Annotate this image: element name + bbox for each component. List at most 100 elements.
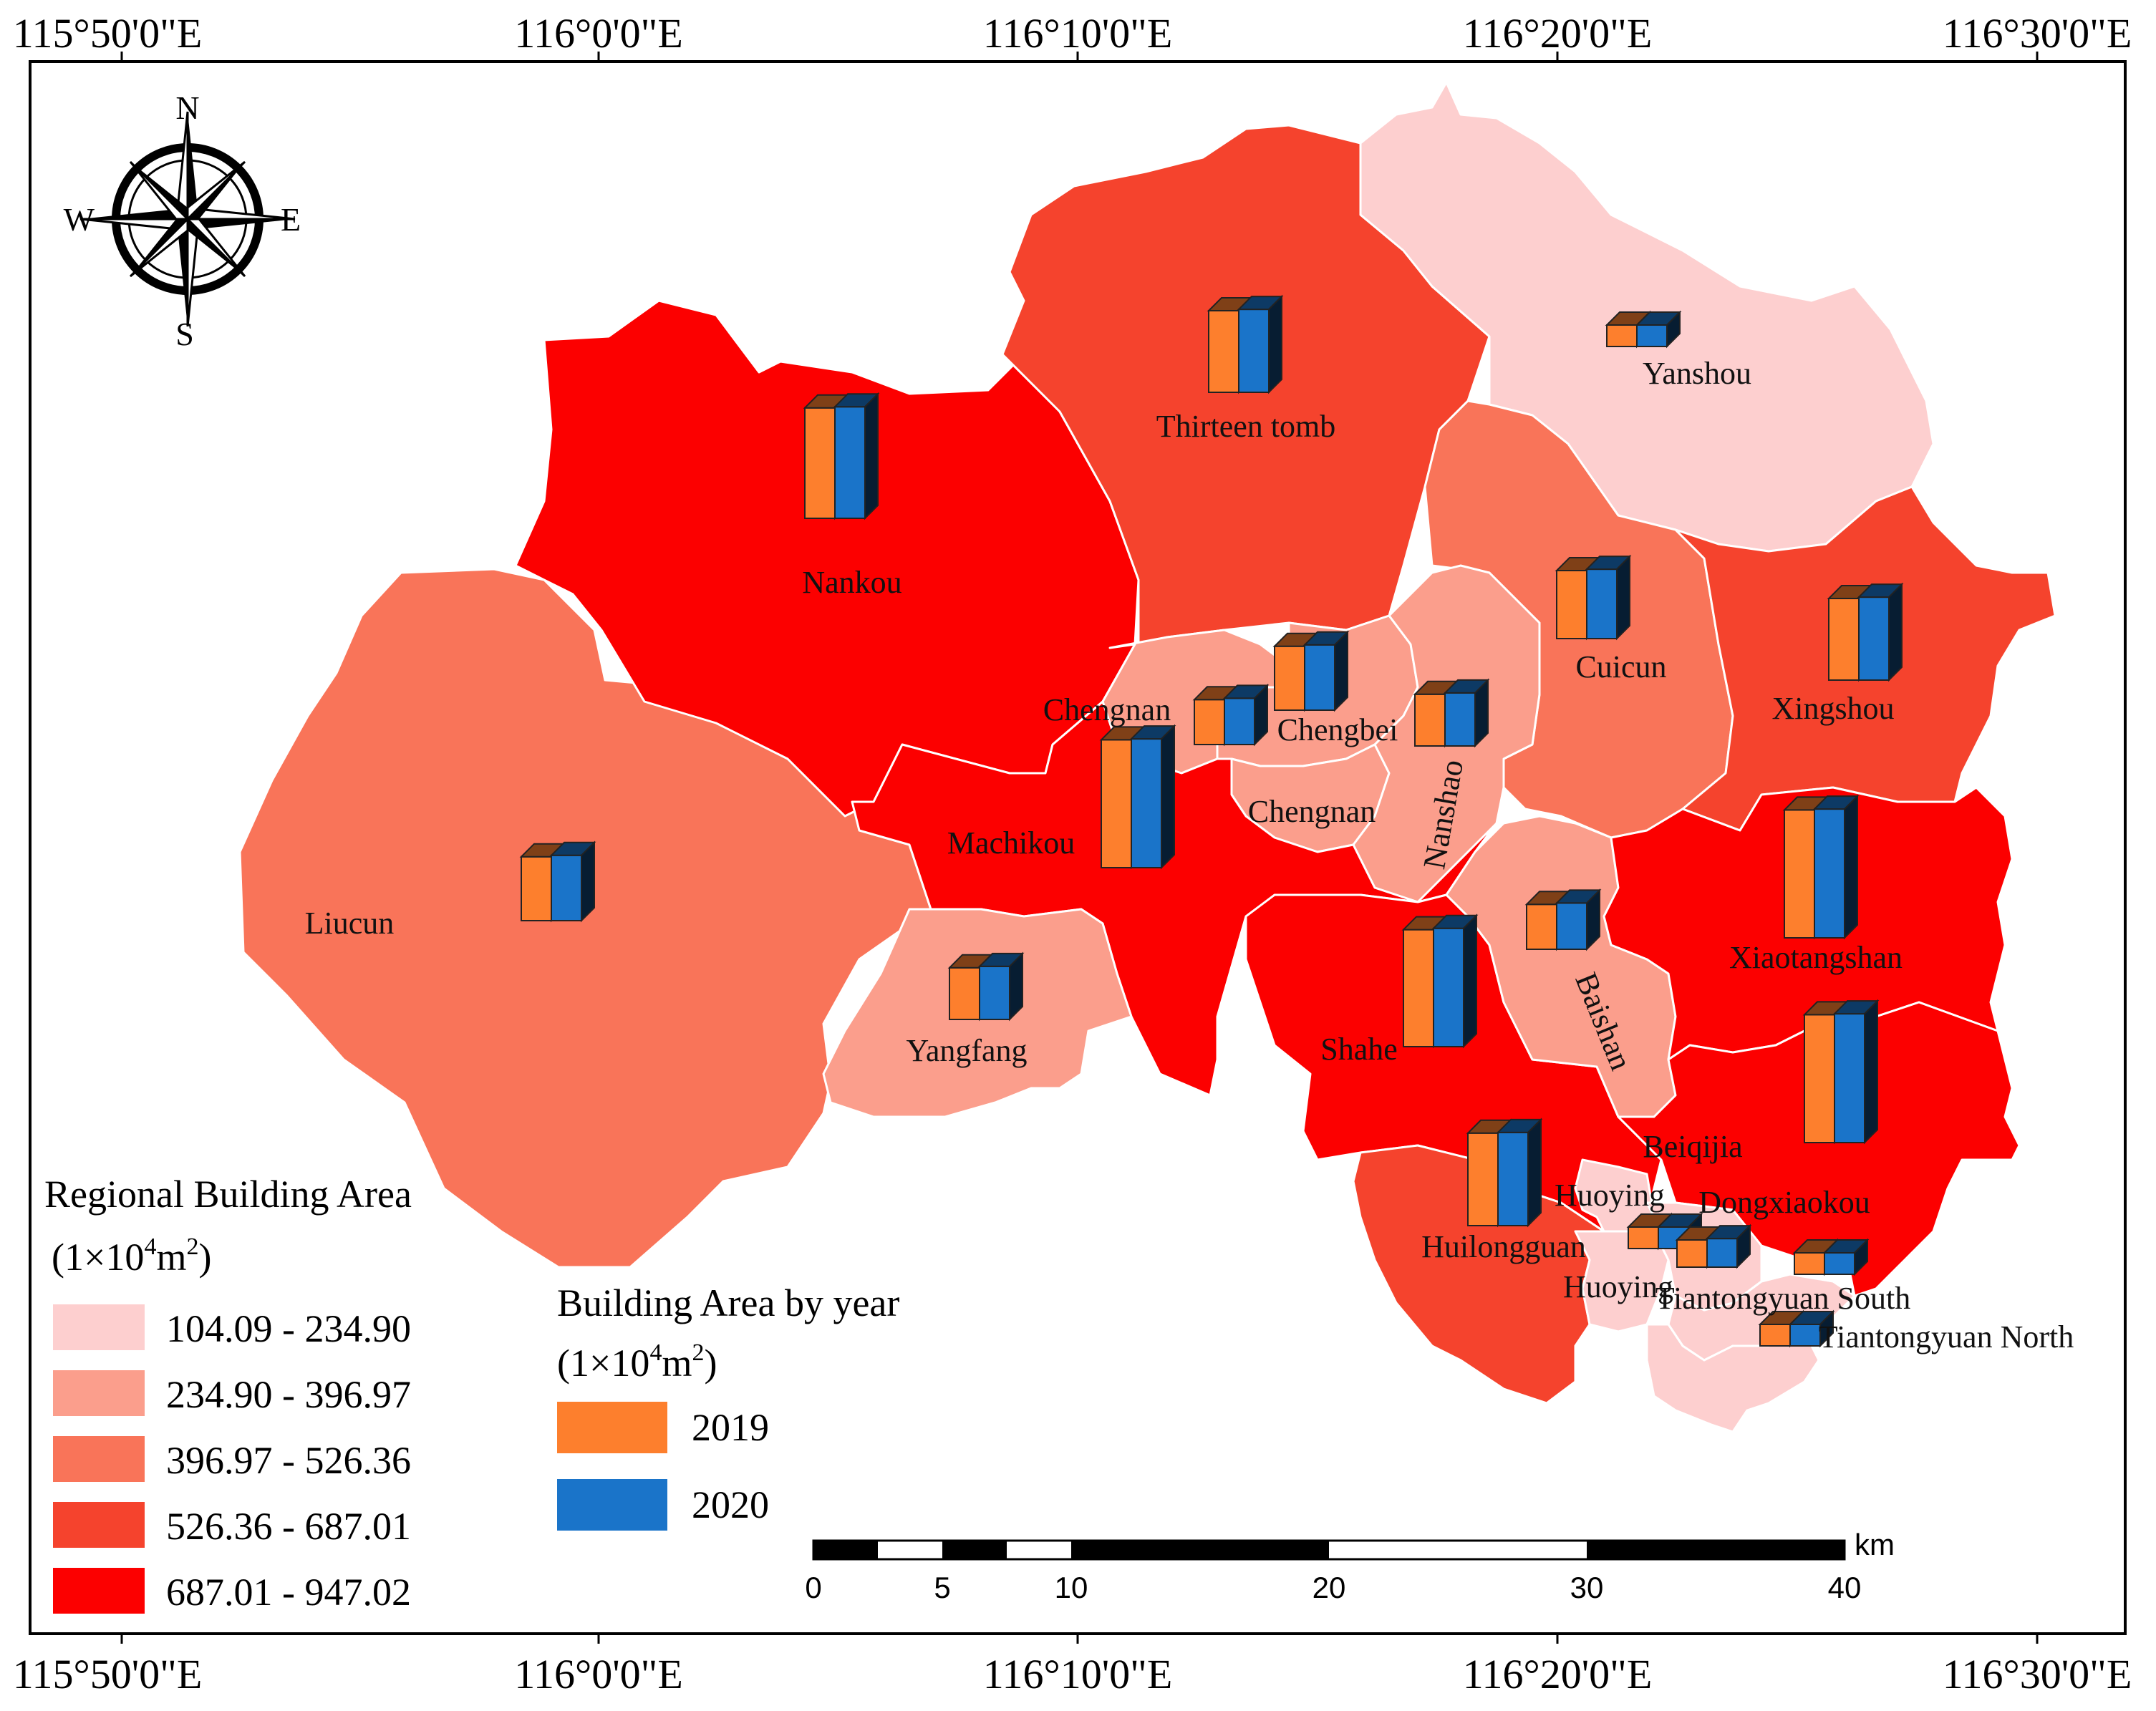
bar-2019 [1414, 693, 1446, 747]
bar-side-2020 [1666, 310, 1681, 349]
legend-area-unit: (1×104m2) [52, 1233, 211, 1279]
bar-side-2020 [1463, 913, 1477, 1049]
bar-2020 [1706, 1238, 1738, 1268]
bottom-coord-1: 115°50'0"E [13, 1651, 203, 1697]
label-huoying: Huoying [1555, 1178, 1665, 1213]
legend-swatch-4 [53, 1502, 145, 1548]
bar-side-2020 [1009, 951, 1023, 1022]
bar-2019 [1794, 1252, 1825, 1275]
bar-side-2020 [1616, 554, 1630, 641]
scale-tick-40: 40 [1828, 1571, 1862, 1604]
bottom-coord-5: 116°30'0"E [1943, 1651, 2132, 1697]
compass-s: S [175, 316, 194, 352]
legend-regional-area: Regional Building Area (1×104m2) 104.09 … [44, 1173, 412, 1614]
top-coord-4: 116°20'0"E [1463, 10, 1653, 57]
bar-2019 [1101, 739, 1132, 869]
legend-swatch-2019 [557, 1402, 667, 1453]
bar-2020 [1444, 692, 1476, 747]
bar-group-nankou [803, 392, 880, 520]
top-coordinates: 115°50'0"E 116°0'0"E 116°10'0"E 116°20'0… [13, 10, 2132, 62]
bar-2020 [979, 965, 1010, 1021]
bar-side-2020 [1844, 794, 1858, 940]
bar-side-2020 [1586, 888, 1600, 951]
bar-2020 [1304, 644, 1335, 711]
label-huilongguan: Huilongguan [1421, 1229, 1586, 1264]
compass-rose: N S E W [64, 89, 301, 352]
bottom-coord-2: 116°0'0"E [514, 1651, 683, 1697]
bar-2020 [834, 406, 866, 520]
label-chengnan-south: Chengnan [1248, 794, 1376, 829]
scale-unit: km [1855, 1528, 1895, 1561]
bar-2019 [1828, 598, 1860, 681]
building-area-bars [519, 294, 1904, 1348]
bar-side-2020 [1474, 678, 1489, 748]
bar-2019 [1556, 570, 1587, 639]
bar-side-2020 [1527, 1118, 1542, 1228]
top-coord-2: 116°0'0"E [514, 10, 683, 57]
bar-2019 [1628, 1226, 1659, 1249]
bar-2019 [1274, 645, 1305, 712]
legend-class-3: 396.97 - 526.36 [166, 1439, 411, 1482]
bar-group-tiantongyuan-north [1758, 1309, 1835, 1348]
bar-2019 [1759, 1324, 1791, 1347]
bottom-coordinates: 115°50'0"E 116°0'0"E 116°10'0"E 116°20'0… [13, 1634, 2132, 1697]
legend-class-5: 687.01 - 947.02 [166, 1571, 411, 1614]
legend-by-year: Building Area by year (1×104m2) 2019 202… [557, 1281, 899, 1531]
bar-side-2020 [1854, 1238, 1868, 1276]
region-labels: Nankou Thirteen tomb Yanshou Liucun Cuic… [305, 356, 2074, 1354]
bar-2019 [1526, 903, 1557, 951]
label-shahe: Shahe [1320, 1032, 1398, 1067]
label-machikou: Machikou [947, 825, 1075, 861]
bar-side-2020 [864, 392, 879, 520]
bar-group-chengnan [1192, 683, 1270, 747]
compass-n: N [175, 89, 199, 126]
legend-area-title: Regional Building Area [44, 1173, 412, 1216]
bar-2020 [1224, 697, 1255, 746]
bar-group-huilongguan [1466, 1118, 1543, 1228]
bar-2019 [1403, 929, 1434, 1047]
bar-2019 [804, 407, 836, 519]
bar-side-2020 [1736, 1223, 1751, 1269]
bar-side-2020 [1864, 999, 1878, 1145]
label-xiaotangshan: Xiaotangshan [1729, 940, 1903, 975]
bar-group-xingshou [1827, 582, 1904, 682]
scale-tick-10: 10 [1055, 1571, 1088, 1604]
bar-2020 [1824, 1252, 1855, 1275]
bar-side-2020 [1819, 1309, 1834, 1348]
legend-swatch-1 [53, 1304, 145, 1350]
label-tiantongyuan-north: Tiantongyuan North [1819, 1319, 2074, 1354]
bar-group-liucun [519, 840, 596, 923]
top-coord-5: 116°30'0"E [1943, 10, 2132, 57]
bar-2020 [1858, 596, 1890, 681]
legend-swatch-2020 [557, 1479, 667, 1531]
bar-group-thirteen-tomb [1207, 294, 1284, 394]
legend-swatch-2 [53, 1370, 145, 1416]
bar-group-machikou [1099, 724, 1176, 870]
bar-2020 [551, 854, 582, 922]
bar-2020 [1131, 738, 1162, 868]
top-coord-3: 116°10'0"E [983, 10, 1173, 57]
region-tiantongyuan-north [1645, 1323, 1820, 1433]
label-cuicun: Cuicun [1575, 649, 1666, 684]
bar-2020 [1433, 927, 1464, 1047]
bar-2020 [1834, 1013, 1865, 1143]
scale-tick-30: 30 [1570, 1571, 1604, 1604]
scale-tick-5: 5 [934, 1571, 950, 1604]
label-chengbei: Chengbei [1277, 712, 1398, 747]
bar-group-yangfang [947, 951, 1025, 1022]
bar-group-chengbei [1272, 630, 1350, 712]
bar-2019 [521, 856, 552, 921]
legend-year-2020: 2020 [692, 1483, 769, 1526]
bar-group-baishan [1524, 888, 1602, 951]
bar-group-beiqijia [1802, 999, 1880, 1145]
scale-tick-0: 0 [805, 1571, 821, 1604]
label-huoying-south: Huoying [1563, 1269, 1673, 1304]
bar-side-2020 [1268, 294, 1282, 394]
label-beiqijia: Beiqijia [1643, 1129, 1742, 1164]
bar-2019 [1804, 1014, 1835, 1144]
legend-year-title: Building Area by year [557, 1281, 899, 1324]
label-xingshou: Xingshou [1771, 691, 1894, 726]
top-coord-1: 115°50'0"E [13, 10, 203, 57]
label-chengnan-north: Chengnan [1043, 692, 1171, 727]
